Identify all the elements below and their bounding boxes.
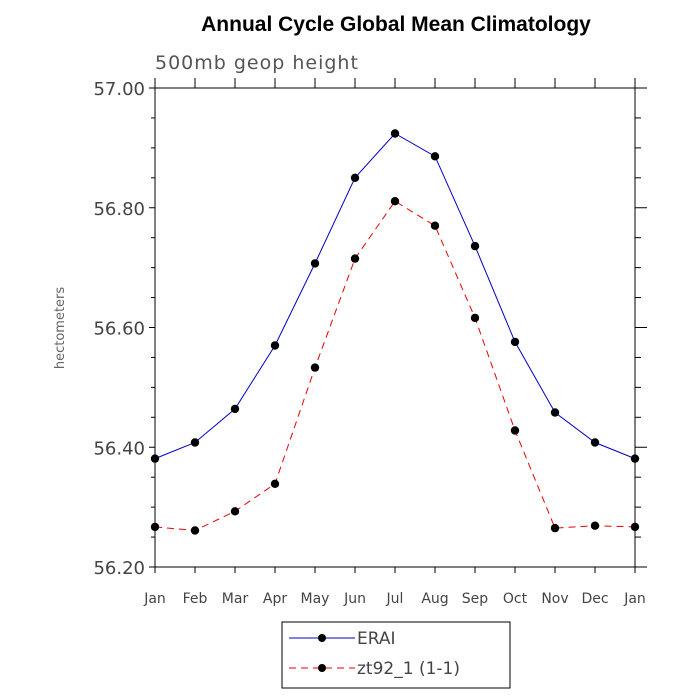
y-tick-label: 56.40: [93, 438, 145, 459]
x-tick-label: Nov: [541, 591, 568, 607]
series-1-point: [590, 521, 600, 530]
series-layer: [150, 129, 640, 535]
plot-frame: [154, 87, 636, 568]
legend-marker-zt92: [318, 664, 326, 672]
legend-label-zt92: zt92_1 (1-1): [357, 659, 460, 679]
series-1-point: [550, 523, 560, 533]
series-1-point: [190, 526, 200, 535]
series-line-1: [154, 200, 636, 532]
series-1-point: [310, 363, 320, 372]
x-tick-label: Jun: [343, 591, 366, 607]
series-0-point: [190, 438, 200, 447]
y-tick-label: 57.00: [93, 79, 145, 100]
series-1-point: [630, 522, 640, 532]
series-0-point: [150, 454, 160, 463]
x-tick-label: May: [301, 591, 330, 607]
x-tick-label: Sep: [462, 591, 489, 607]
x-axis: Jan Feb Mar Apr May Jun Jul Aug Sep Oct Nov Dec Jan: [143, 78, 646, 607]
legend-label-erai: ERAI: [357, 629, 396, 649]
series-0-point: [230, 404, 240, 414]
y-tick-label: 56.20: [93, 558, 145, 579]
series-0-point: [590, 438, 600, 447]
x-tick-label: Aug: [421, 591, 448, 607]
minor-ticks: [151, 117, 641, 538]
series-0-point: [630, 454, 640, 463]
x-tick-label: Apr: [263, 591, 287, 607]
legend: ERAI zt92_1 (1-1): [281, 621, 511, 689]
x-tick-label: Feb: [183, 591, 208, 607]
series-1-point: [390, 197, 400, 206]
series-1-point: [350, 254, 360, 263]
chart-title: Annual Cycle Global Mean Climatology: [201, 13, 591, 36]
x-tick-label: Jul: [386, 591, 404, 607]
series-0-point: [470, 241, 480, 251]
series-0-point: [270, 341, 280, 350]
series-1-point: [270, 479, 280, 488]
series-0-point: [310, 259, 320, 268]
chart-subtitle: 500mb geop height: [155, 52, 359, 74]
y-axis: 56.20 56.40 56.60 56.80 57.00: [93, 79, 647, 579]
series-1-point: [510, 426, 520, 435]
y-axis-label: hectometers: [53, 287, 68, 370]
x-tick-label: Oct: [503, 591, 528, 607]
legend-box: [281, 621, 511, 689]
x-tick-label: Dec: [581, 591, 608, 607]
series-0-point: [430, 152, 440, 161]
series-0-point: [510, 337, 520, 347]
series-0-point: [390, 129, 400, 138]
series-0-point: [550, 408, 560, 417]
y-tick-label: 56.60: [93, 319, 145, 340]
series-1-point: [150, 522, 160, 532]
y-tick-label: 56.80: [93, 199, 145, 220]
series-1-point: [470, 313, 480, 323]
series-0-point: [350, 173, 360, 182]
series-1-point: [430, 221, 440, 230]
x-tick-label: Jan: [623, 591, 646, 607]
legend-marker-erai: [318, 634, 326, 642]
series-1-point: [230, 507, 240, 516]
series-line-0: [154, 132, 636, 460]
x-tick-label: Mar: [222, 591, 249, 607]
x-tick-label: Jan: [143, 591, 166, 607]
